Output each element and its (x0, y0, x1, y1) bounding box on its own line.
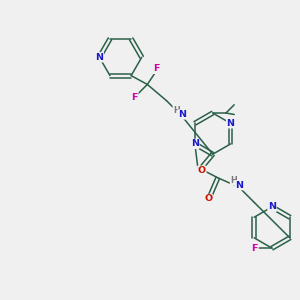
Text: N: N (268, 202, 276, 211)
Text: N: N (236, 181, 244, 190)
Text: N: N (178, 110, 186, 119)
Text: H: H (230, 176, 237, 185)
Text: N: N (95, 53, 104, 62)
Text: O: O (204, 194, 212, 203)
Text: F: F (153, 64, 159, 73)
Text: N: N (226, 119, 235, 128)
Text: O: O (198, 166, 206, 175)
Text: F: F (251, 244, 258, 253)
Text: H: H (173, 106, 180, 115)
Text: F: F (131, 93, 138, 102)
Text: N: N (191, 140, 199, 148)
